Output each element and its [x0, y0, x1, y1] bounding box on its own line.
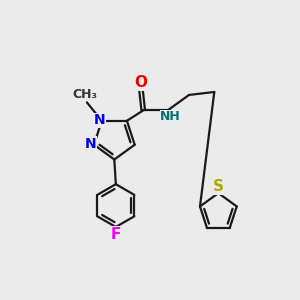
- Text: N: N: [94, 113, 105, 127]
- Text: NH: NH: [160, 110, 181, 123]
- Text: O: O: [134, 75, 147, 90]
- Text: N: N: [85, 137, 96, 151]
- Text: F: F: [111, 227, 121, 242]
- Text: S: S: [213, 179, 224, 194]
- Text: CH₃: CH₃: [72, 88, 97, 100]
